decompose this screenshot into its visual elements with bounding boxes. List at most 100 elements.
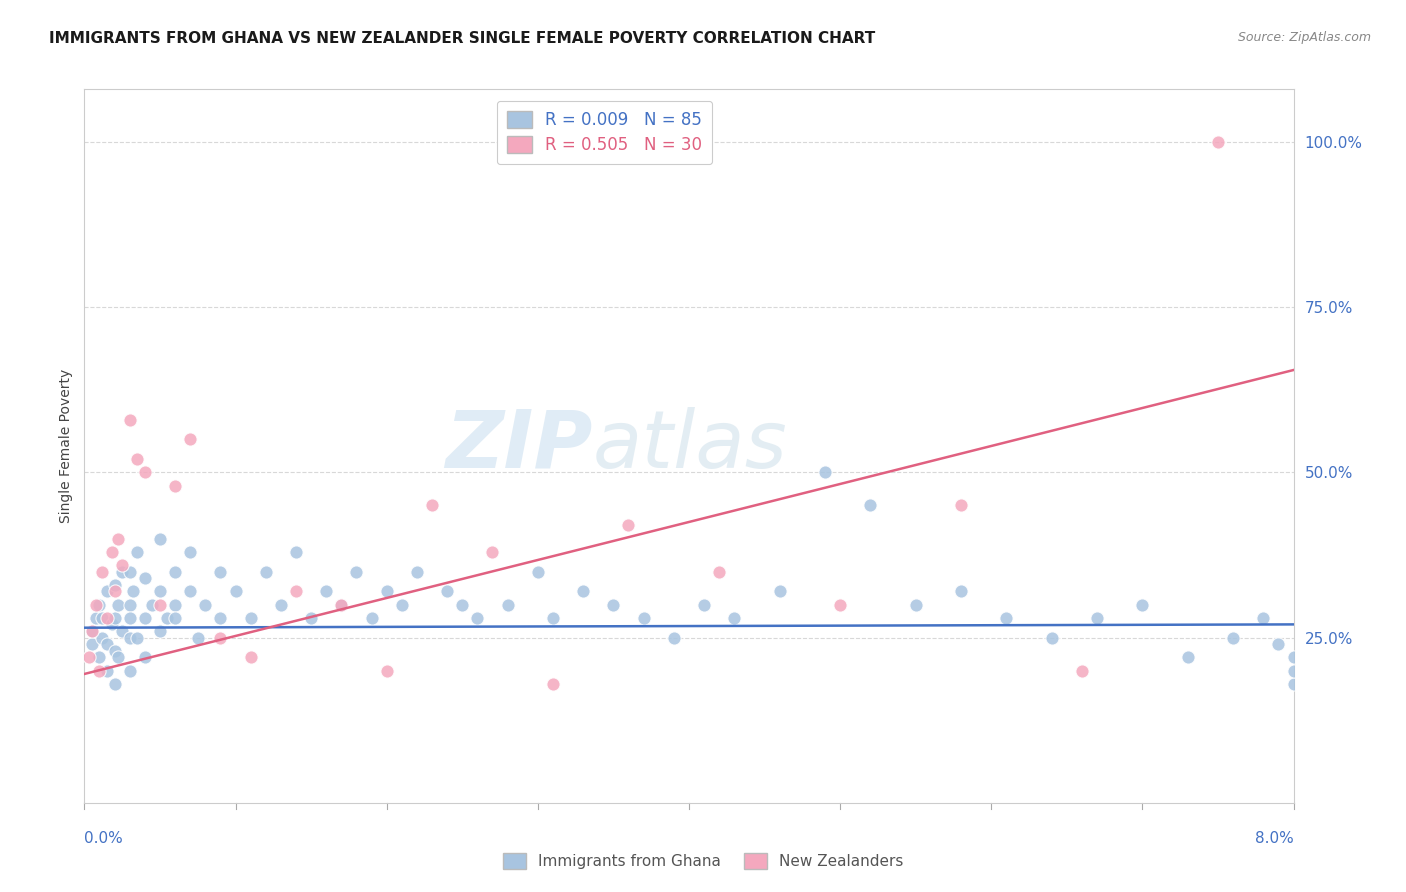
Point	[134, 611, 156, 625]
Point	[527, 565, 550, 579]
Point	[1282, 650, 1305, 665]
Point	[270, 598, 292, 612]
Point	[111, 565, 134, 579]
Point	[104, 677, 127, 691]
Point	[299, 611, 322, 625]
Point	[346, 565, 368, 579]
Y-axis label: Single Female Poverty: Single Female Poverty	[59, 369, 73, 523]
Point	[285, 545, 308, 559]
Point	[149, 532, 172, 546]
Legend: R = 0.009   N = 85, R = 0.505   N = 30: R = 0.009 N = 85, R = 0.505 N = 30	[496, 101, 711, 164]
Point	[709, 565, 731, 579]
Point	[104, 578, 127, 592]
Point	[179, 545, 201, 559]
Point	[1267, 637, 1289, 651]
Point	[830, 598, 852, 612]
Point	[1282, 677, 1305, 691]
Point	[436, 584, 458, 599]
Point	[179, 584, 201, 599]
Point	[995, 611, 1018, 625]
Text: IMMIGRANTS FROM GHANA VS NEW ZEALANDER SINGLE FEMALE POVERTY CORRELATION CHART: IMMIGRANTS FROM GHANA VS NEW ZEALANDER S…	[49, 31, 876, 46]
Point	[118, 631, 141, 645]
Point	[1222, 631, 1244, 645]
Point	[89, 664, 111, 678]
Point	[165, 565, 187, 579]
Point	[1206, 135, 1229, 149]
Point	[96, 584, 118, 599]
Point	[859, 499, 882, 513]
Point	[239, 650, 262, 665]
Point	[904, 598, 927, 612]
Point	[420, 499, 443, 513]
Point	[662, 631, 685, 645]
Point	[80, 624, 103, 638]
Text: Source: ZipAtlas.com: Source: ZipAtlas.com	[1237, 31, 1371, 45]
Point	[91, 631, 114, 645]
Point	[127, 452, 149, 467]
Point	[1177, 650, 1199, 665]
Point	[209, 631, 232, 645]
Point	[391, 598, 413, 612]
Point	[617, 518, 640, 533]
Point	[254, 565, 277, 579]
Point	[107, 650, 129, 665]
Point	[96, 637, 118, 651]
Point	[693, 598, 716, 612]
Point	[1132, 598, 1154, 612]
Point	[481, 545, 503, 559]
Text: 8.0%: 8.0%	[1254, 831, 1294, 847]
Point	[209, 611, 232, 625]
Point	[91, 611, 114, 625]
Point	[100, 545, 122, 559]
Point	[89, 598, 111, 612]
Point	[111, 558, 134, 572]
Point	[134, 571, 156, 585]
Point	[194, 598, 217, 612]
Point	[1071, 664, 1094, 678]
Point	[225, 584, 247, 599]
Point	[96, 664, 118, 678]
Point	[165, 478, 187, 492]
Point	[451, 598, 474, 612]
Point	[467, 611, 489, 625]
Point	[769, 584, 792, 599]
Text: atlas: atlas	[592, 407, 787, 485]
Point	[209, 565, 232, 579]
Point	[375, 664, 398, 678]
Point	[330, 598, 353, 612]
Point	[315, 584, 337, 599]
Point	[406, 565, 429, 579]
Point	[107, 598, 129, 612]
Point	[179, 433, 201, 447]
Point	[111, 624, 134, 638]
Point	[107, 532, 129, 546]
Point	[89, 650, 111, 665]
Point	[127, 545, 149, 559]
Point	[165, 598, 187, 612]
Point	[134, 466, 156, 480]
Point	[77, 650, 100, 665]
Point	[1085, 611, 1108, 625]
Text: 0.0%: 0.0%	[84, 831, 124, 847]
Point	[80, 637, 103, 651]
Point	[572, 584, 595, 599]
Point	[149, 624, 172, 638]
Point	[156, 611, 179, 625]
Point	[149, 598, 172, 612]
Point	[141, 598, 163, 612]
Point	[127, 631, 149, 645]
Point	[602, 598, 624, 612]
Text: ZIP: ZIP	[444, 407, 592, 485]
Point	[239, 611, 262, 625]
Point	[118, 611, 141, 625]
Point	[633, 611, 655, 625]
Point	[814, 466, 837, 480]
Point	[96, 611, 118, 625]
Point	[149, 584, 172, 599]
Legend: Immigrants from Ghana, New Zealanders: Immigrants from Ghana, New Zealanders	[496, 847, 910, 875]
Point	[285, 584, 308, 599]
Point	[1253, 611, 1275, 625]
Point	[134, 650, 156, 665]
Point	[541, 611, 564, 625]
Point	[360, 611, 382, 625]
